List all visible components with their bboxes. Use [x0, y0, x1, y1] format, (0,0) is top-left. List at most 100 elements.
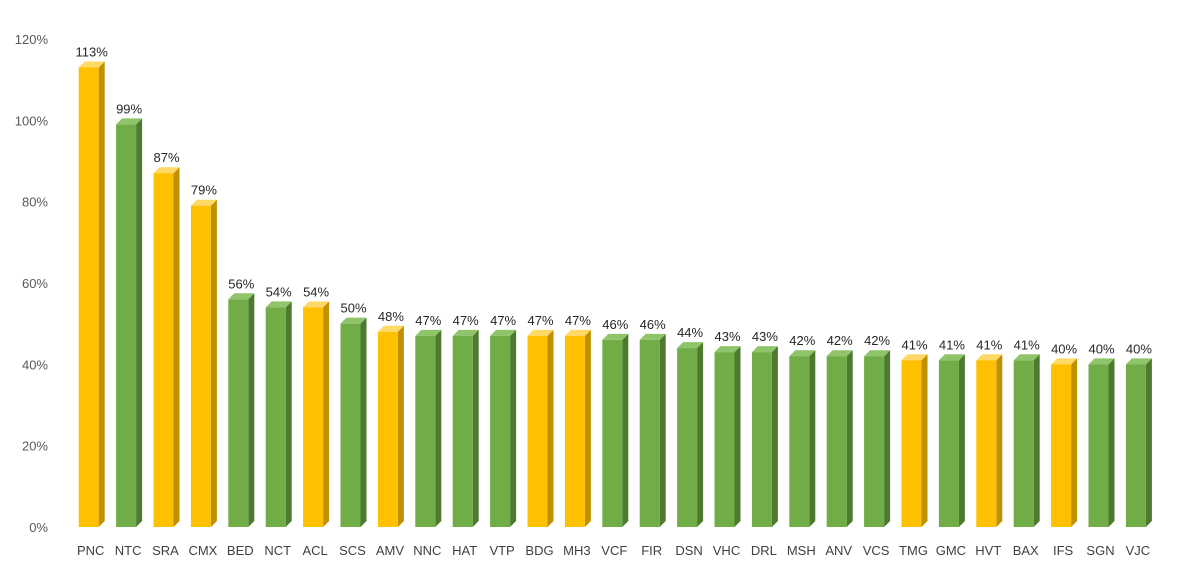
bar-side: [98, 61, 105, 527]
data-label-cmx: 79%: [191, 183, 217, 198]
bar-front: [564, 335, 585, 527]
bar-side: [210, 199, 217, 527]
bar-top: [265, 301, 292, 308]
bar-side: [584, 329, 591, 527]
x-tick-label-vtp: VTP: [489, 543, 514, 558]
bar-front: [527, 335, 548, 527]
bar-top: [228, 293, 255, 300]
y-tick-label: 0%: [29, 520, 48, 535]
data-label-gmc: 41%: [939, 337, 965, 352]
data-label-sra: 87%: [153, 150, 179, 165]
bar-msh: [789, 350, 816, 527]
bar-front: [789, 356, 810, 527]
x-tick-label-hat: HAT: [452, 543, 477, 558]
data-label-nnc: 47%: [415, 313, 441, 328]
bar-front: [826, 356, 847, 527]
bar-front: [303, 307, 324, 527]
bar-top: [490, 329, 517, 336]
bar-front: [452, 335, 473, 527]
bar-top: [976, 354, 1003, 361]
bar-dsn: [677, 342, 704, 527]
bar-side: [248, 293, 255, 527]
x-tick-label-vcf: VCF: [601, 543, 627, 558]
bar-top: [340, 317, 367, 324]
bar-side: [659, 333, 666, 527]
bar-scs: [340, 317, 367, 527]
bar-anv: [826, 350, 853, 527]
bar-top: [153, 167, 180, 174]
x-tick-label-bed: BED: [227, 543, 254, 558]
x-tick-label-anv: ANV: [825, 543, 852, 558]
bar-front: [1125, 364, 1146, 527]
bar-side: [1071, 358, 1078, 527]
bar-side: [697, 342, 704, 527]
bar-top: [602, 333, 629, 340]
bar-front: [190, 205, 211, 527]
y-tick-label: 100%: [15, 113, 49, 128]
bar-bed: [228, 293, 255, 527]
bar-acl: [303, 301, 330, 527]
bar-side: [771, 346, 778, 527]
bar-front: [602, 339, 623, 527]
y-tick-label: 80%: [22, 195, 48, 210]
bar-front: [116, 124, 137, 528]
bar-side: [1108, 358, 1115, 527]
bar-side: [397, 325, 404, 527]
bar-front: [228, 299, 249, 527]
x-tick-label-bax: BAX: [1013, 543, 1039, 558]
bar-side: [510, 329, 517, 527]
x-tick-label-sra: SRA: [152, 543, 179, 558]
bar-pnc: [78, 61, 105, 527]
bar-hvt: [976, 354, 1003, 527]
bar-top: [938, 354, 965, 361]
y-tick-label: 40%: [22, 357, 48, 372]
x-tick-label-vcs: VCS: [863, 543, 890, 558]
bar-side: [734, 346, 741, 527]
bar-top: [190, 199, 217, 206]
y-tick-label: 20%: [22, 439, 48, 454]
bar-nct: [265, 301, 292, 527]
bar-side: [884, 350, 891, 527]
data-label-bdg: 47%: [527, 313, 553, 328]
bar-front: [153, 173, 174, 527]
x-tick-label-drl: DRL: [751, 543, 777, 558]
data-label-bed: 56%: [228, 276, 254, 291]
bar-ifs: [1051, 358, 1078, 527]
data-label-hat: 47%: [453, 313, 479, 328]
data-label-msh: 42%: [789, 333, 815, 348]
data-label-hvt: 41%: [976, 337, 1002, 352]
x-tick-label-tmg: TMG: [899, 543, 928, 558]
data-label-bax: 41%: [1014, 337, 1040, 352]
y-tick-label: 60%: [22, 276, 48, 291]
data-label-vjc: 40%: [1126, 341, 1152, 356]
x-axis: PNC NTC SRA CMX BED NCT ACL SCS AMV NNC HAT VTP BDG M…: [77, 543, 1150, 558]
bar-top: [116, 118, 143, 125]
bar-side: [996, 354, 1003, 527]
bar-ntc: [116, 118, 143, 528]
bar-vcs: [864, 350, 891, 527]
bar-top: [415, 329, 442, 336]
bar-front: [639, 339, 660, 527]
bar-front: [1088, 364, 1109, 527]
data-label-vcf: 46%: [602, 317, 628, 332]
bar-front: [415, 335, 436, 527]
bar-nnc: [415, 329, 442, 527]
x-tick-label-acl: ACL: [302, 543, 327, 558]
bar-front: [78, 67, 99, 527]
bar-mh3: [564, 329, 591, 527]
data-label-pnc: 113%: [76, 44, 109, 59]
y-axis: 0% 20% 40% 60% 80% 100% 120%: [15, 32, 49, 535]
bar-front: [976, 360, 997, 527]
x-tick-label-dsn: DSN: [675, 543, 702, 558]
data-label-ntc: 99%: [116, 101, 142, 116]
data-label-amv: 48%: [378, 309, 404, 324]
x-tick-label-vhc: VHC: [713, 543, 740, 558]
x-tick-label-fir: FIR: [641, 543, 662, 558]
bar-front: [265, 307, 286, 527]
data-label-dsn: 44%: [677, 325, 703, 340]
x-tick-label-ifs: IFS: [1053, 543, 1074, 558]
bar-bax: [1013, 354, 1040, 527]
bar-hat: [452, 329, 479, 527]
bar-vjc: [1125, 358, 1152, 527]
